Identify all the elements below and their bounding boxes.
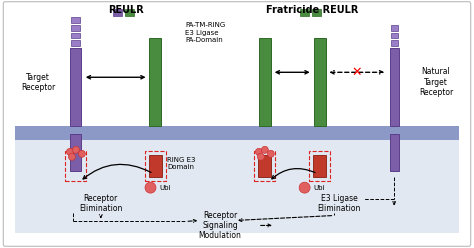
- Circle shape: [261, 146, 268, 153]
- Bar: [72, 17, 81, 23]
- Bar: [390, 48, 399, 126]
- Circle shape: [73, 146, 79, 153]
- Circle shape: [299, 182, 310, 193]
- Bar: [71, 134, 82, 171]
- Bar: [125, 9, 134, 16]
- Bar: [72, 40, 81, 46]
- Bar: [149, 155, 162, 177]
- Text: Receptor
Elimination: Receptor Elimination: [79, 194, 122, 213]
- Circle shape: [255, 148, 262, 155]
- Bar: [255, 151, 275, 181]
- Bar: [15, 140, 459, 233]
- Text: RING E3
Domain: RING E3 Domain: [167, 157, 196, 170]
- Bar: [145, 151, 166, 181]
- Bar: [113, 9, 122, 16]
- Text: REULR: REULR: [108, 5, 144, 15]
- Bar: [72, 32, 81, 38]
- Text: Natural
Target
Receptor: Natural Target Receptor: [419, 67, 453, 97]
- Circle shape: [66, 148, 73, 155]
- Text: Receptor
Signaling
Modulation: Receptor Signaling Modulation: [199, 211, 242, 240]
- Bar: [72, 25, 81, 31]
- Bar: [390, 134, 399, 171]
- Circle shape: [145, 182, 156, 193]
- Text: Ubi: Ubi: [314, 185, 325, 191]
- Bar: [149, 38, 162, 126]
- Bar: [259, 38, 271, 126]
- Text: E3 Ligase
Elimination: E3 Ligase Elimination: [318, 194, 361, 213]
- Text: PA-Domain: PA-Domain: [185, 37, 223, 43]
- Circle shape: [68, 153, 75, 160]
- Bar: [391, 25, 398, 31]
- Bar: [258, 155, 271, 177]
- Text: PA-TM-RING: PA-TM-RING: [185, 22, 226, 28]
- Text: Ubi: Ubi: [159, 185, 171, 191]
- Bar: [314, 38, 326, 126]
- Text: Fratricide REULR: Fratricide REULR: [266, 5, 358, 15]
- Text: ✕: ✕: [352, 66, 362, 79]
- Bar: [65, 151, 86, 181]
- Bar: [15, 126, 459, 140]
- Text: E3 Ligase: E3 Ligase: [185, 30, 219, 35]
- Bar: [391, 40, 398, 46]
- Bar: [313, 155, 326, 177]
- Circle shape: [267, 150, 274, 157]
- Circle shape: [78, 150, 85, 157]
- Bar: [300, 9, 309, 16]
- Bar: [71, 48, 82, 126]
- Bar: [391, 32, 398, 38]
- Bar: [309, 151, 330, 181]
- Circle shape: [257, 153, 264, 160]
- Bar: [311, 9, 320, 16]
- Text: Target
Receptor: Target Receptor: [21, 72, 55, 92]
- FancyBboxPatch shape: [3, 2, 471, 246]
